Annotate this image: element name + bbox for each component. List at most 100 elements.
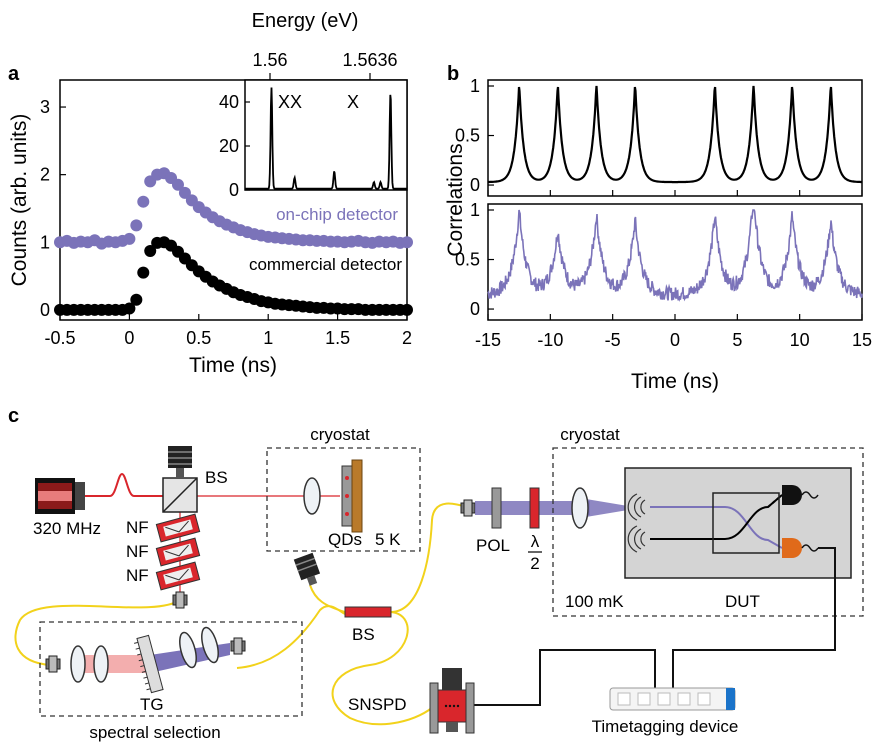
panel-a-xlabel: Time (ns): [189, 354, 277, 377]
dut-chip: [624, 467, 852, 579]
panel-a-chart: -0.5 0 0.5 1 1.5 2 0 1 2 3 Time (ns) Counts (arb…: [8, 10, 413, 377]
inset-xx-label: XX: [278, 92, 302, 112]
polarizer: [491, 487, 502, 529]
on-chip-point: [123, 232, 136, 245]
inset-ytick: 20: [219, 136, 239, 156]
panel-b-bottom-correlation-line: [487, 209, 863, 303]
panel-a-frame: [59, 79, 408, 321]
fiber-coupler-1: [172, 591, 188, 609]
cable-snspd: [472, 649, 656, 706]
panel-b-top-correlation-line: [488, 85, 862, 184]
panel-label-c: c: [8, 405, 19, 427]
timetag-label: Timetagging device: [592, 717, 739, 736]
qds-label: QDs: [328, 530, 362, 549]
panel-b-xtick: 0: [670, 330, 680, 350]
panel-b-ytick: 0: [470, 299, 480, 319]
half-wave-plate: [529, 487, 540, 529]
inset-ytick: 0: [229, 180, 239, 200]
panel-b-xtick: -15: [475, 330, 501, 350]
fiber-coupler-4: [460, 499, 476, 517]
cryostat-1-label: cryostat: [310, 425, 370, 444]
panel-a-xtick: 1: [263, 328, 273, 348]
fiber-coupler-2: [45, 655, 61, 673]
panel-label-b: b: [447, 63, 459, 85]
nf-label-2: NF: [126, 542, 149, 561]
spectral-selection-box: [39, 621, 303, 717]
lens-cryostat-1: [303, 477, 321, 515]
bs2-label: BS: [352, 625, 375, 644]
laser-source: [35, 478, 85, 514]
halfwave-bottom: 2: [530, 554, 539, 573]
panel-a-ytick: 0: [40, 300, 50, 320]
fiber-lines: [14, 502, 471, 726]
grating-coupler-1: [627, 493, 646, 521]
on-chip-point: [130, 219, 143, 232]
waveguide-bottom: [650, 494, 783, 540]
panel-b-xtick: 5: [732, 330, 742, 350]
commercial-point: [123, 302, 136, 315]
panel-b-bottom-frame: [487, 203, 863, 321]
panel-a-xtick: 0: [124, 328, 134, 348]
inset-top-tick-1: 1.56: [252, 50, 287, 70]
qd-substrate: [351, 459, 363, 533]
lens-cryostat-2: [571, 487, 589, 529]
panel-b-ytick: 0.5: [455, 250, 480, 270]
commercial-point: [130, 293, 143, 306]
on-chip-point: [401, 236, 413, 249]
panel-a-xtick: 0.5: [186, 328, 211, 348]
detector-black: [782, 485, 802, 505]
bs1-label: BS: [205, 468, 228, 487]
legend-on-chip: on-chip detector: [276, 205, 398, 224]
tg-label: TG: [140, 695, 164, 714]
panel-b-ylabel: Correlations: [444, 143, 467, 256]
panel-label-a: a: [8, 63, 20, 85]
laser-rate-label: 320 MHz: [33, 519, 101, 538]
commercial-point: [137, 266, 150, 279]
spectral-selection-label: spectral selection: [89, 723, 220, 742]
spectral-beam-red: [80, 655, 150, 673]
snspd-detector: [429, 668, 475, 734]
commercial-point: [144, 245, 157, 258]
nf-label-1: NF: [126, 518, 149, 537]
notch-filters: [155, 513, 201, 591]
panel-a-ytick: 1: [40, 232, 50, 252]
panel-b-ytick: 1: [470, 76, 480, 96]
temp-5k-label: 5 K: [375, 530, 401, 549]
cable-dut: [672, 547, 836, 688]
dut-label: DUT: [725, 592, 760, 611]
detector-orange: [782, 538, 802, 558]
panel-c-setup-diagram: 320 MHz BS NF NF NF cr: [14, 425, 864, 742]
nf-label-3: NF: [126, 566, 149, 585]
panel-b-ytick: 0: [470, 175, 480, 195]
timetagging-device: [609, 687, 736, 711]
beam-splitter-chip: [712, 492, 780, 554]
panel-a-xtick: 2: [402, 328, 412, 348]
legend-commercial: commercial detector: [249, 255, 402, 274]
panel-b-xlabel: Time (ns): [631, 370, 719, 393]
panel-b-ytick: 1: [470, 200, 480, 220]
fiber-coupler-3: [230, 637, 246, 655]
temp-100mk-label: 100 mK: [565, 592, 624, 611]
halfwave-top: λ: [531, 532, 540, 551]
panel-b-xtick: -10: [537, 330, 563, 350]
panel-a-xtick: 1.5: [325, 328, 350, 348]
inset-energy-label: Energy (eV): [252, 10, 359, 32]
pol-label: POL: [476, 536, 510, 555]
commercial-point: [401, 303, 413, 316]
panel-b-ytick: 0.5: [455, 126, 480, 146]
cryostat-1-box: [266, 447, 421, 552]
beam-dump-fiber: [293, 552, 321, 586]
inset-top-tick-2: 1.5636: [342, 50, 397, 70]
cryostat-2-label: cryostat: [560, 425, 620, 444]
inset-spectrum-line: [245, 87, 407, 190]
beam-splitter-cube: [162, 477, 198, 513]
inset-ytick: 40: [219, 92, 239, 112]
beam-dump-top: [168, 446, 192, 478]
panel-a-xtick: -0.5: [44, 328, 75, 348]
panel-a-ytick: 2: [40, 165, 50, 185]
inset-x-label: X: [347, 92, 359, 112]
panel-b-xtick: 15: [852, 330, 872, 350]
laser-pulse: [85, 472, 165, 497]
on-chip-point: [137, 195, 150, 208]
